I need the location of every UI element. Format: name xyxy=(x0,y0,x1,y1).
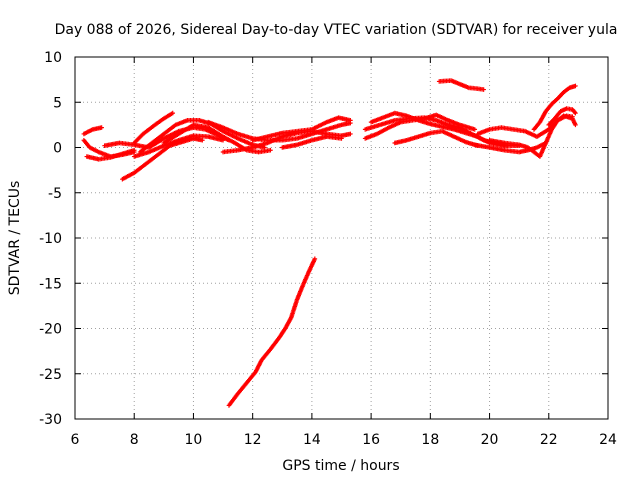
data-point xyxy=(573,122,578,128)
grid-lines xyxy=(75,57,608,419)
data-point xyxy=(573,83,578,89)
y-axis-ticks: 10 5 0 -5 -10 -15 -20 -25 -30 xyxy=(39,50,608,428)
series-sat-n xyxy=(279,134,344,150)
series-sat-m xyxy=(250,115,353,143)
series-sat-s xyxy=(436,78,486,92)
series-sat-c xyxy=(84,147,137,162)
x-tick-label: 12 xyxy=(244,432,262,448)
y-tick-label: -25 xyxy=(39,367,62,383)
data-point xyxy=(339,136,344,141)
y-tick-label: -15 xyxy=(39,276,62,292)
series-sat-w xyxy=(531,83,578,132)
y-axis-label: SDTVAR / TECUs xyxy=(7,181,23,296)
chart-title: Day 088 of 2026, Sidereal Day-to-day VTE… xyxy=(55,22,618,38)
x-tick-label: 16 xyxy=(362,432,380,448)
x-tick-label: 22 xyxy=(540,432,558,448)
data-point xyxy=(572,109,577,115)
y-tick-label: 5 xyxy=(53,95,62,111)
data-point xyxy=(99,125,104,130)
y-tick-label: -10 xyxy=(39,231,62,247)
series-sat-a xyxy=(81,125,104,137)
x-tick-label: 14 xyxy=(303,432,321,448)
plot-frame xyxy=(74,56,609,420)
data-point xyxy=(481,87,486,92)
data-point xyxy=(348,118,353,123)
data-point xyxy=(200,137,205,143)
series-sat-e xyxy=(120,136,205,182)
x-tick-label: 24 xyxy=(599,432,617,448)
x-tick-label: 10 xyxy=(185,432,203,448)
series-sat-r xyxy=(392,128,481,148)
series-sat-d xyxy=(102,140,152,150)
data-point xyxy=(312,256,318,262)
series-sat-y xyxy=(226,256,318,408)
y-tick-label: -30 xyxy=(39,412,62,428)
data-point xyxy=(472,127,478,132)
data-point xyxy=(131,147,137,153)
series-sat-j xyxy=(161,122,273,155)
y-tick-label: -5 xyxy=(48,186,62,202)
data-point xyxy=(268,147,273,153)
data-point xyxy=(348,131,353,137)
series-sat-v xyxy=(487,113,578,159)
x-tick-label: 8 xyxy=(130,432,139,448)
data-points xyxy=(81,78,578,408)
x-axis-label: GPS time / hours xyxy=(282,458,399,474)
series-sat-g xyxy=(131,110,176,146)
y-tick-label: 0 xyxy=(53,141,62,157)
data-point xyxy=(573,110,578,116)
data-point xyxy=(170,110,176,116)
series-sat-x xyxy=(546,106,578,128)
y-tick-label: -20 xyxy=(39,322,62,338)
x-axis-ticks: 6 8 10 12 14 16 18 20 22 24 xyxy=(71,57,617,448)
y-tick-label: 10 xyxy=(44,50,62,66)
x-tick-label: 6 xyxy=(71,432,80,448)
x-tick-label: 20 xyxy=(481,432,499,448)
x-tick-label: 18 xyxy=(421,432,439,448)
